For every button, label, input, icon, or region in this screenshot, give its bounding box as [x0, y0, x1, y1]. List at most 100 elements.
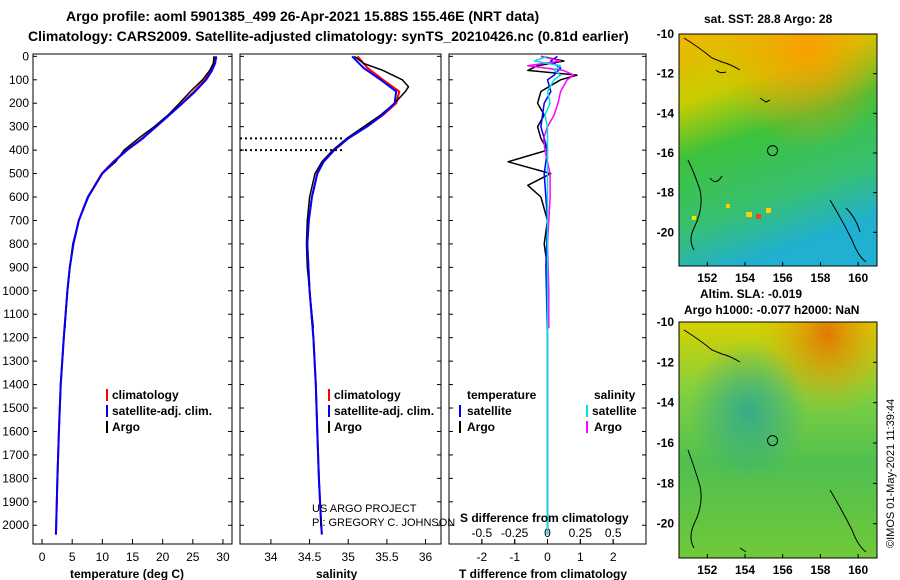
map-lon-label: 158	[810, 271, 830, 285]
sla-low-patch	[679, 322, 877, 558]
map-lat-label: -12	[657, 67, 675, 81]
legend-argo-label: Argo	[112, 420, 140, 434]
depth-tick-label: 200	[9, 96, 29, 110]
map-lat-label: -10	[657, 315, 675, 329]
sla-map-axes: 152 154 156 158 160 -10 -12 -14 -16 -18 -20	[657, 315, 877, 577]
salinity-legend: climatology satellite-adj. clim. Argo	[328, 388, 434, 434]
title-line-1: Argo profile: aoml 5901385_499 26-Apr-20…	[66, 8, 539, 24]
x-tick-label: 35	[342, 550, 356, 564]
x-tick-label: 25	[186, 550, 200, 564]
x-tick-label: -1	[509, 550, 520, 564]
temperature-panel-frame	[32, 53, 233, 545]
depth-tick-label: 2000	[2, 518, 29, 532]
map-lat-label: -12	[657, 355, 675, 369]
map-lon-label: 152	[697, 563, 717, 577]
map-lat-label: -18	[657, 476, 675, 490]
legend-s-argo-label: Argo	[594, 420, 622, 434]
sst-coastline-south	[687, 159, 867, 263]
x-tick-label: 0	[544, 550, 551, 564]
map-lat-label: -14	[657, 106, 675, 120]
sla-coastline-solomon	[683, 329, 741, 363]
depth-tick-label: 1600	[2, 424, 29, 438]
x-tick-label: -0.25	[501, 526, 529, 540]
map-lat-label: -18	[657, 186, 675, 200]
x-tick-label: 36	[419, 550, 433, 564]
depth-tick-label: 0	[22, 49, 29, 63]
x-tick-label: 35.5	[375, 550, 399, 564]
temperature-legend: climatology satellite-adj. clim. Argo	[106, 388, 212, 434]
legend-satellite-label: satellite-adj. clim.	[112, 404, 212, 418]
map-lon-label: 156	[773, 563, 793, 577]
legend-s-satellite-label: satellite	[592, 404, 637, 418]
map-lon-label: 160	[848, 563, 868, 577]
sst-reef-pixel	[726, 204, 730, 208]
x-tick-label: 5	[69, 550, 76, 564]
x-tick-label: -0.5	[471, 526, 492, 540]
depth-tick-label: 600	[9, 190, 29, 204]
sla-map-subtitle: Argo h1000: -0.077 h2000: NaN	[684, 303, 859, 317]
sla-float-marker	[767, 435, 779, 447]
map-lon-label: 152	[697, 271, 717, 285]
x-tick-label: 2	[610, 550, 617, 564]
sst-reef-pixel	[756, 214, 761, 219]
sst-reef-pixel	[692, 216, 696, 220]
salinity-axis-label: salinity	[316, 567, 358, 580]
map-lat-label: -20	[657, 225, 675, 239]
salinity-satellite-line	[306, 55, 398, 535]
t-difference-axis-label: T difference from climatology	[459, 567, 627, 580]
depth-tick-label: 300	[9, 120, 29, 134]
temperature-argo-line	[64, 56, 215, 329]
map-lon-label: 154	[735, 271, 755, 285]
depth-tick-label: 900	[9, 260, 29, 274]
map-lon-label: 156	[773, 271, 793, 285]
depth-tick-label: 1900	[2, 495, 29, 509]
depth-tick-label: 100	[9, 73, 29, 87]
salinity-climatology-line	[306, 55, 401, 535]
depth-tick-label: 1700	[2, 448, 29, 462]
x-tick-label: 1	[577, 550, 584, 564]
sst-map	[678, 33, 878, 267]
sst-map-title: sat. SST: 28.8 Argo: 28	[704, 12, 833, 26]
credit-line-1: US ARGO PROJECT	[312, 503, 417, 515]
sst-float-marker	[767, 145, 779, 157]
depth-tick-label: 1800	[2, 471, 29, 485]
x-tick-label: 15	[126, 550, 140, 564]
legend-t-satellite-label: satellite	[467, 404, 512, 418]
map-lat-label: -16	[657, 146, 675, 160]
map-lon-label: 158	[810, 563, 830, 577]
sst-map-axes: 152 154 156 158 160 -10 -12 -14 -16 -18 -20	[657, 27, 877, 285]
legend-argo-label: Argo	[334, 420, 362, 434]
temperature-axis-label: temperature (deg C)	[70, 567, 184, 580]
depth-tick-label: 1000	[2, 284, 29, 298]
salinity-argo-line	[305, 55, 410, 329]
difference-profiles	[507, 55, 578, 535]
x-tick-label: 0.25	[569, 526, 593, 540]
legend-temperature-heading: temperature	[467, 388, 537, 402]
x-tick-label: 10	[96, 550, 110, 564]
imos-stamp: ©IMOS 01-May-2021 11:39:44	[885, 399, 897, 548]
depth-tick-label: 1100	[3, 307, 29, 321]
depth-tick-label: 500	[9, 167, 29, 181]
difference-legend: temperature salinity satellite Argo sate…	[459, 388, 637, 434]
depth-tick-label: 400	[9, 143, 29, 157]
legend-satellite-label: satellite-adj. clim.	[334, 404, 434, 418]
depth-tick-label: 1500	[2, 401, 29, 415]
sla-coastline-south	[687, 449, 867, 553]
map-lat-label: -16	[657, 436, 675, 450]
temperature-x-axis: 0 5 10 15 20 25 30	[39, 539, 230, 564]
legend-salinity-heading: salinity	[594, 388, 636, 402]
depth-tick-label: 1400	[2, 378, 29, 392]
sst-map-frame	[678, 33, 878, 267]
temperature-satellite-line	[54, 56, 218, 535]
legend-t-argo-label: Argo	[467, 420, 495, 434]
credit-line-2: PI: GREGORY C. JOHNSON	[312, 517, 455, 529]
legend-climatology-label: climatology	[112, 388, 179, 402]
salinity-diff-satellite-line	[533, 55, 562, 535]
sla-map-frame	[678, 321, 878, 559]
map-lat-label: -14	[657, 396, 675, 410]
x-tick-label: 30	[216, 550, 230, 564]
depth-tick-label: 800	[9, 237, 29, 251]
salinity-panel-frame	[239, 53, 442, 545]
sst-coastline-solomon	[683, 37, 771, 103]
